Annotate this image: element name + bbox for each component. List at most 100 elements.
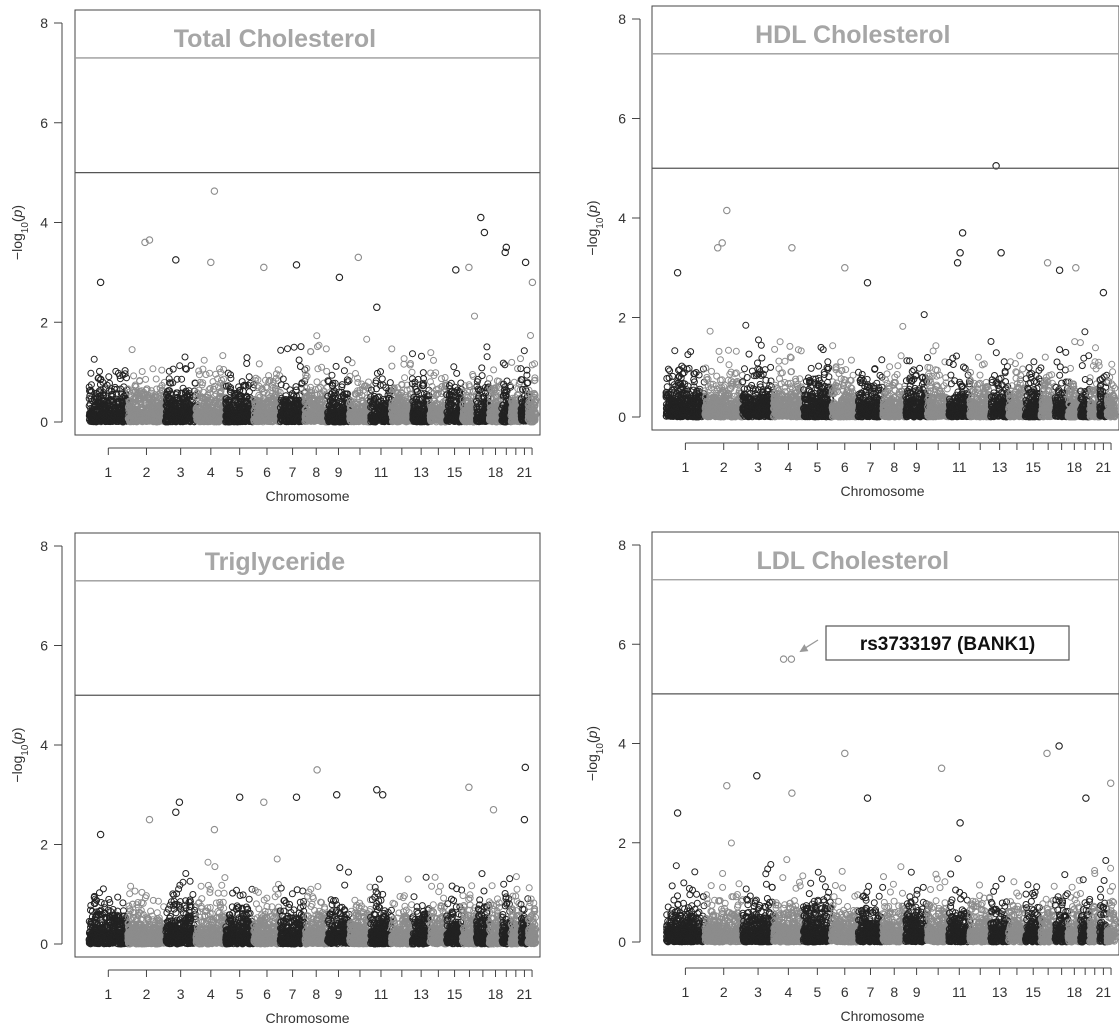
snp-point [442, 375, 448, 381]
snp-point [244, 355, 250, 361]
snp-point [521, 348, 527, 354]
snp-point [106, 374, 112, 380]
snp-point [439, 376, 445, 382]
x-axis-label: Chromosome [265, 488, 349, 504]
y-tick-label: 2 [40, 314, 48, 330]
panel-title: Total Cholesterol [174, 25, 376, 53]
y-tick-label: 6 [40, 115, 48, 131]
y-tick-label: 4 [40, 215, 48, 231]
snp-point [479, 365, 485, 371]
peak-point [208, 259, 214, 265]
snp-point [196, 372, 202, 378]
snp-point [278, 347, 284, 353]
snp-point [314, 379, 320, 385]
snp-point [324, 368, 330, 374]
x-tick-label: 1 [104, 464, 112, 480]
y-axis-label: −log10(p) [9, 205, 31, 260]
snp-points [86, 313, 539, 425]
snp-point [319, 364, 325, 370]
peak-point [211, 188, 217, 194]
peak-point [374, 304, 380, 310]
snp-point [454, 370, 460, 376]
snp-point [355, 380, 361, 386]
x-tick-label: 13 [413, 464, 429, 480]
snp-point [401, 361, 407, 367]
peak-point [478, 214, 484, 220]
snp-point [131, 373, 137, 379]
snp-point [323, 346, 329, 352]
snp-point [528, 333, 534, 339]
snp-point [389, 346, 395, 352]
x-tick-label: 5 [236, 464, 244, 480]
snp-point [182, 354, 188, 360]
snp-point [256, 361, 262, 367]
snp-point [509, 359, 515, 365]
x-tick-label: 3 [177, 464, 185, 480]
x-tick-label: 18 [488, 464, 504, 480]
snp-point [487, 376, 493, 382]
snp-point [420, 370, 426, 376]
peak-point [529, 279, 535, 285]
snp-point [143, 376, 149, 382]
snp-point [304, 366, 310, 372]
snp-point [91, 356, 97, 362]
snp-point [244, 361, 250, 367]
snp-point [484, 354, 490, 360]
snp-point [297, 364, 303, 370]
snp-point [296, 357, 302, 363]
x-tick-label: 11 [374, 464, 389, 480]
snp-point [315, 366, 321, 372]
peak-point [173, 257, 179, 263]
snp-point [410, 351, 416, 357]
x-tick-label: 15 [447, 464, 463, 480]
x-tick-label: 9 [335, 464, 343, 480]
snp-point [484, 344, 490, 350]
snp-point [177, 363, 183, 369]
snp-point [308, 349, 314, 355]
snp-point [201, 357, 207, 363]
snp-point [150, 366, 156, 372]
peak-point [481, 229, 487, 235]
snp-point [402, 375, 408, 381]
snp-point [298, 344, 304, 350]
snp-point [431, 357, 437, 363]
x-tick-label: 4 [207, 464, 215, 480]
snp-point [220, 353, 226, 359]
snp-point [314, 333, 320, 339]
peak-point [336, 274, 342, 280]
snp-point [291, 344, 297, 350]
snp-point [329, 372, 335, 378]
peak-point [97, 279, 103, 285]
x-tick-label: 7 [289, 464, 297, 480]
panel-hdl-cholesterol: HDL Cholesterol02468−log10(p)1 2 3 4 5 6 7 8 9 11… [584, 6, 1119, 499]
peak-point [522, 259, 528, 265]
snp-point [246, 374, 252, 380]
snp-point [97, 368, 103, 374]
snp-point [518, 356, 524, 362]
snp-point [139, 369, 145, 375]
snp-point [207, 370, 213, 376]
snp-point [159, 367, 165, 373]
snp-point [285, 346, 291, 352]
snp-point [379, 376, 385, 382]
peak-point [453, 267, 459, 273]
snp-point [316, 342, 322, 348]
peak-point [355, 254, 361, 260]
snp-point [304, 373, 310, 379]
snp-point [333, 363, 339, 369]
y-tick-label: 8 [40, 15, 48, 31]
snp-point [129, 347, 135, 353]
peak-points [97, 188, 535, 311]
snp-point [451, 364, 457, 370]
snp-point [401, 356, 407, 362]
y-tick-label: 0 [40, 414, 48, 430]
snp-point [364, 336, 370, 342]
snp-point [341, 368, 347, 374]
snp-point [387, 380, 393, 386]
snp-points [663, 312, 1118, 420]
snp-point [153, 376, 159, 382]
x-tick-label: 8 [312, 464, 320, 480]
snp-point [349, 360, 355, 366]
